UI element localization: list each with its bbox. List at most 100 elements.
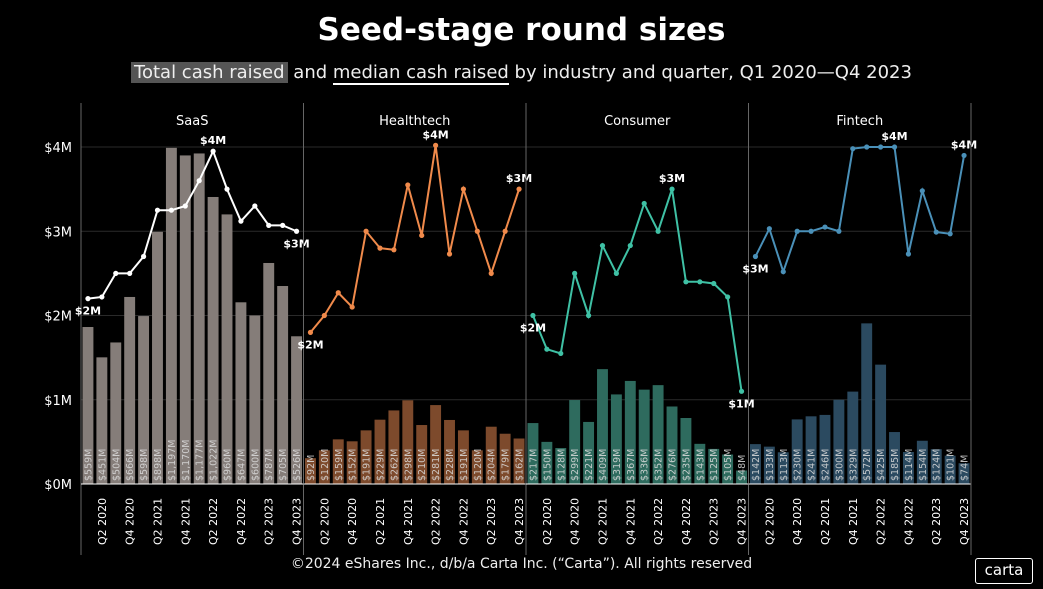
bar-label: $352M: [654, 449, 665, 481]
bar: [944, 455, 956, 484]
bar: [527, 423, 539, 484]
median-point: [808, 228, 814, 234]
bar-label: $74M: [960, 455, 971, 481]
median-point: [349, 304, 355, 310]
median-point: [544, 346, 550, 352]
bar: [402, 400, 414, 484]
median-point: [196, 178, 202, 184]
bar-label: $600M: [250, 449, 261, 481]
bar: [902, 451, 914, 484]
x-tick-label: Q4 2022: [902, 498, 915, 545]
median-point: [780, 269, 786, 275]
bar: [138, 316, 150, 484]
panel-title: Consumer: [604, 114, 671, 129]
median-annotation: $2M: [75, 305, 101, 318]
median-line: [532, 188, 743, 392]
bar: [318, 450, 330, 484]
carta-logo: carta: [975, 558, 1033, 584]
median-point: [280, 222, 286, 228]
bar-label: $221M: [584, 449, 595, 481]
bar: [805, 416, 817, 484]
bar: [82, 327, 94, 484]
bar: [499, 433, 511, 484]
bar: [680, 418, 692, 484]
median-point: [752, 253, 759, 260]
median-point: [836, 228, 842, 234]
median-point: [669, 186, 675, 192]
median-point: [850, 146, 856, 152]
median-point: [878, 144, 884, 150]
median-point: [516, 186, 522, 192]
bar: [791, 419, 803, 484]
bar: [958, 463, 970, 484]
median-point: [405, 182, 411, 188]
median-annotation: $4M: [200, 134, 226, 147]
bar: [263, 262, 275, 484]
bar-label: $128M: [556, 449, 567, 481]
bar: [193, 153, 205, 484]
bar-label: $367M: [626, 449, 637, 481]
y-tick-label: $4M: [44, 141, 72, 156]
median-annotation: $1M: [728, 397, 754, 410]
bar: [847, 391, 859, 484]
x-tick-label: Q4 2022: [457, 498, 470, 545]
median-point: [85, 296, 91, 302]
bar-label: $92M: [306, 455, 317, 481]
median-point: [711, 280, 717, 287]
x-tick-label: Q4 2021: [179, 498, 192, 545]
bar: [861, 323, 873, 484]
x-tick-label: Q2 2022: [430, 498, 443, 545]
bar: [708, 448, 720, 484]
bar-label: $299M: [570, 449, 581, 481]
median-point: [933, 229, 939, 235]
bar: [610, 394, 622, 484]
bar-label: $204M: [487, 449, 498, 481]
bar-label: $329M: [848, 449, 859, 481]
bar-label: $298M: [403, 449, 414, 481]
bar-label: $185M: [890, 449, 901, 481]
bar-label: $1,022M: [209, 440, 220, 481]
bar: [457, 430, 469, 484]
bar-label: $898M: [153, 449, 164, 481]
bar: [666, 406, 678, 484]
bar: [152, 231, 163, 484]
x-tick-label: Q4 2023: [736, 498, 749, 545]
bar: [165, 147, 177, 484]
median-line: [87, 148, 297, 300]
bar: [597, 369, 608, 484]
bar: [221, 214, 233, 484]
x-tick-label: Q2 2021: [151, 498, 164, 545]
bar-label: $425M: [876, 449, 887, 481]
median-point: [391, 247, 397, 253]
bar: [694, 443, 706, 484]
y-tick-label: $3M: [44, 225, 72, 240]
median-point: [891, 144, 898, 150]
x-tick-label: Q4 2023: [513, 498, 526, 545]
bar-label: $228M: [445, 449, 456, 481]
median-annotation: $4M: [422, 128, 448, 141]
bar-label: $281M: [431, 449, 442, 481]
median-point: [307, 329, 314, 335]
x-tick-label: Q2 2020: [541, 498, 554, 545]
median-point: [127, 270, 133, 276]
bar: [346, 441, 358, 484]
bar: [652, 385, 664, 484]
x-tick-label: Q4 2021: [847, 498, 860, 545]
bar-label: $217M: [528, 449, 539, 481]
median-point: [474, 228, 480, 234]
bar-label: $162M: [515, 449, 526, 481]
median-point: [919, 188, 925, 194]
median-point: [377, 245, 383, 251]
chart-title: Seed-stage round sizes: [317, 12, 726, 48]
median-point: [558, 350, 564, 357]
bar: [291, 336, 302, 484]
bar-label: $336M: [640, 449, 651, 481]
bar-label: $241M: [807, 449, 818, 481]
median-point: [419, 232, 425, 239]
bar: [416, 425, 428, 484]
subtitle-text: and: [287, 62, 333, 83]
x-tick-label: Q2 2023: [708, 498, 721, 545]
median-annotation: $3M: [506, 172, 532, 185]
median-point: [210, 148, 216, 154]
